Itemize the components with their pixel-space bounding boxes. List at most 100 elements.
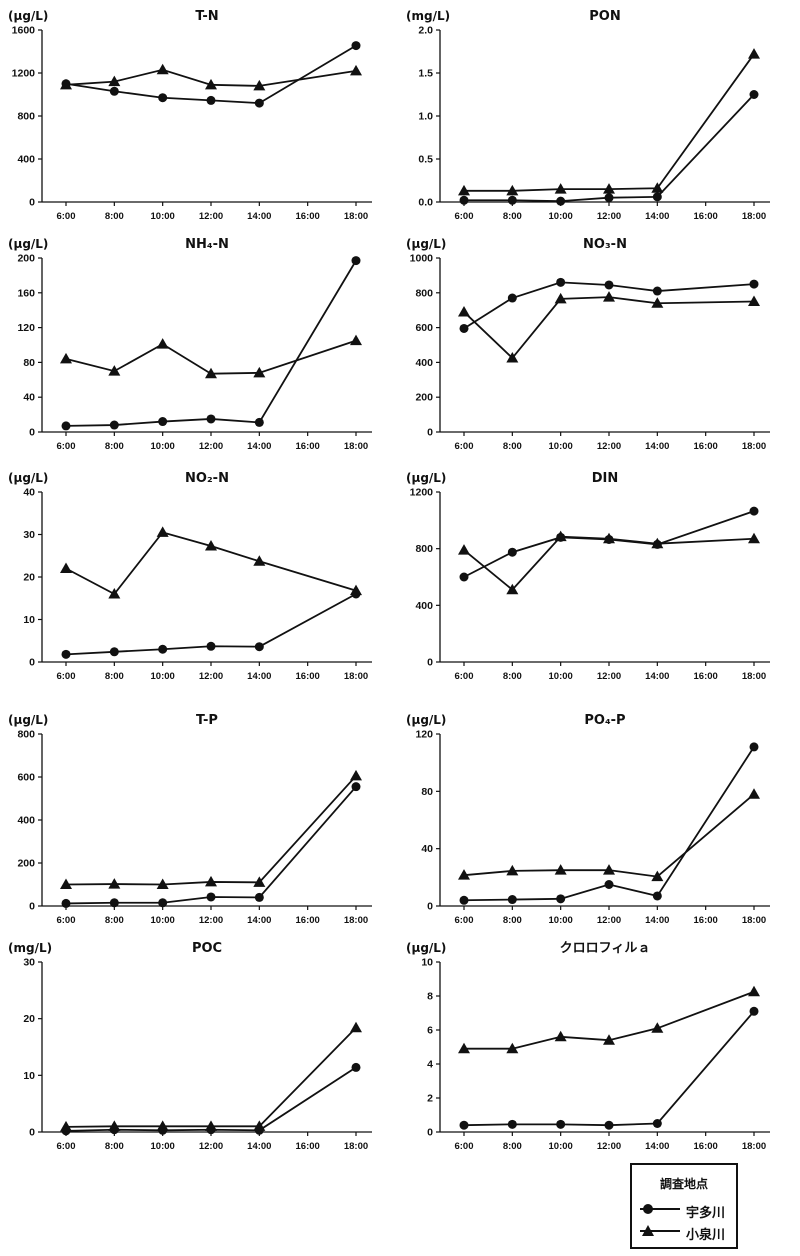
y-tick-label: 160	[17, 287, 35, 299]
x-tick-label: 8:00	[105, 441, 124, 452]
legend-item-2: 小泉川	[640, 1221, 736, 1243]
chart-panel-7: 0 200 400 600 800 6:00 8:00 10:00 12:00 14:00 16:0…	[8, 713, 372, 926]
x-tick-label: 16:00	[296, 671, 320, 682]
series-line-1	[463, 746, 755, 902]
data-point-triangle	[458, 305, 470, 317]
x-tick-label: 16:00	[694, 211, 718, 222]
data-point-triangle	[603, 532, 615, 544]
data-point-triangle	[554, 292, 567, 304]
x-tick-label: 8:00	[105, 671, 124, 682]
legend-item-1: 宇多川	[640, 1199, 736, 1221]
data-point-circle	[351, 1062, 361, 1072]
x-tick-label: 16:00	[296, 1141, 320, 1152]
data-point-triangle	[205, 367, 217, 379]
x-tick-label: 12:00	[597, 441, 621, 452]
data-point-triangle	[60, 1120, 72, 1132]
x-tick-label: 6:00	[56, 211, 75, 222]
data-point-triangle	[603, 1034, 615, 1045]
data-point-circle	[652, 891, 662, 901]
data-point-triangle	[458, 184, 470, 196]
x-tick-label: 12:00	[199, 671, 223, 682]
data-point-circle	[749, 742, 759, 752]
y-tick-label: 2	[427, 1093, 433, 1105]
data-point-triangle	[651, 870, 664, 882]
y-tick-label: 0	[29, 901, 35, 913]
data-point-triangle	[748, 985, 760, 997]
y-tick-label: 40	[421, 843, 433, 855]
data-point-circle	[507, 195, 517, 205]
y-tick-label: 0	[427, 427, 433, 439]
data-point-triangle	[350, 1021, 362, 1033]
data-point-circle	[254, 98, 264, 108]
chart-panel-3: 0 40 80 120 160 200 6:00 8:00 10:00 12:00 14:00 16:…	[8, 237, 372, 452]
y-tick-label: 800	[415, 543, 433, 555]
data-point-triangle	[603, 291, 615, 302]
series-line-1	[65, 786, 357, 905]
y-tick-label: 200	[17, 253, 35, 265]
data-point-circle	[556, 1119, 566, 1129]
unit-label: (μg/L)	[406, 471, 446, 485]
data-point-triangle	[651, 297, 664, 308]
unit-label: (μg/L)	[406, 237, 446, 251]
y-tick-label: 2.0	[418, 25, 433, 37]
series-line-1	[463, 1010, 755, 1127]
y-tick-label: 40	[23, 487, 35, 499]
data-point-circle	[749, 90, 759, 99]
y-tick-label: 20	[23, 1013, 35, 1025]
y-tick-label: 600	[17, 772, 35, 784]
unit-label: (μg/L)	[406, 941, 446, 955]
chart-title: PO₄-P	[584, 713, 625, 728]
y-tick-label: 0.5	[418, 154, 433, 166]
data-point-triangle	[350, 334, 362, 346]
data-point-triangle	[60, 78, 72, 90]
y-tick-label: 400	[415, 600, 433, 612]
chart-title: T-N	[195, 9, 218, 24]
data-point-triangle	[108, 1120, 121, 1131]
data-point-triangle	[156, 1120, 169, 1131]
x-tick-label: 10:00	[151, 1141, 175, 1152]
x-tick-label: 10:00	[549, 441, 573, 452]
data-point-circle	[61, 898, 71, 908]
series-line-2	[464, 990, 755, 1050]
data-point-circle	[556, 894, 566, 904]
y-tick-label: 0	[29, 657, 35, 669]
chart-title: PON	[589, 9, 620, 24]
data-point-triangle	[506, 1042, 519, 1054]
x-tick-label: 16:00	[296, 915, 320, 926]
series-line-2	[65, 68, 357, 87]
y-tick-label: 200	[17, 858, 35, 870]
x-tick-label: 6:00	[454, 1141, 473, 1152]
data-point-triangle	[205, 1120, 217, 1131]
x-tick-label: 18:00	[344, 441, 368, 452]
data-point-circle	[254, 417, 264, 427]
data-point-circle	[604, 1120, 614, 1130]
y-tick-label: 0	[29, 1127, 35, 1139]
y-tick-label: 1000	[410, 253, 434, 265]
x-tick-label: 12:00	[597, 1141, 621, 1152]
data-point-triangle	[108, 878, 121, 889]
data-point-triangle	[253, 366, 266, 378]
unit-label: (μg/L)	[8, 9, 48, 23]
data-point-triangle	[253, 1120, 266, 1131]
y-tick-label: 10	[23, 1070, 35, 1082]
data-point-circle	[206, 892, 216, 902]
data-point-triangle	[603, 864, 615, 875]
chart-panel-9: 0 10 20 30 6:00 8:00 10:00 12:00 14:00 16:00 18:00…	[8, 941, 372, 1152]
data-point-circle	[351, 41, 361, 51]
x-tick-label: 10:00	[549, 915, 573, 926]
x-tick-label: 14:00	[645, 441, 669, 452]
data-point-circle	[652, 1119, 662, 1128]
data-point-triangle	[350, 769, 362, 781]
unit-label: (μg/L)	[8, 713, 48, 727]
x-tick-label: 18:00	[742, 1141, 766, 1152]
data-point-circle	[158, 644, 168, 654]
y-tick-label: 4	[427, 1059, 433, 1071]
y-tick-label: 0.0	[418, 197, 433, 209]
x-tick-label: 12:00	[597, 915, 621, 926]
data-point-triangle	[253, 79, 266, 91]
x-tick-label: 14:00	[645, 915, 669, 926]
data-point-circle	[206, 414, 216, 424]
data-point-triangle	[603, 183, 615, 194]
x-tick-label: 12:00	[199, 915, 223, 926]
